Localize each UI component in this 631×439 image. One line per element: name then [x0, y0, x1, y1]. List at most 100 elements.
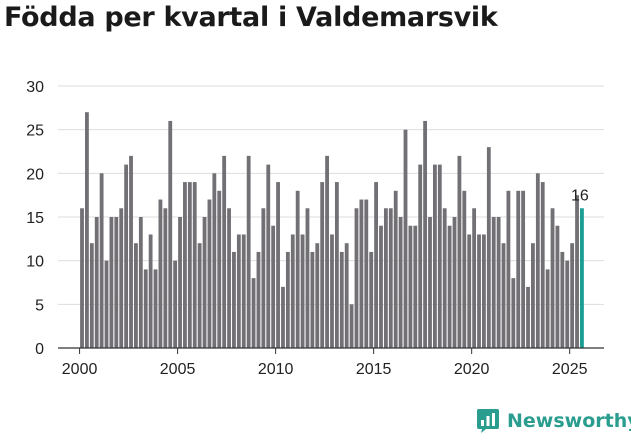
x-axis: 2000 2005 2010 2015 2020 2025 — [58, 347, 604, 378]
bar-2014-q1 — [354, 208, 359, 348]
bar-2013-q3 — [344, 243, 349, 348]
bar-2016-q4 — [408, 225, 413, 348]
bar-2017-q1 — [413, 225, 418, 348]
y-tick-label-20: 20 — [26, 166, 44, 183]
bar-2024-q2 — [555, 225, 560, 348]
bar-2007-q1 — [217, 190, 222, 348]
bar-2009-q3 — [266, 164, 271, 348]
bar-2004-q2 — [163, 208, 168, 348]
bar-2021-q2 — [496, 217, 501, 348]
bar-2002-q3 — [129, 155, 133, 348]
bar-2025-q3 — [580, 208, 584, 348]
bar-2003-q2 — [143, 269, 148, 348]
bar-2018-q2 — [437, 164, 442, 348]
bar-2006-q4 — [212, 173, 217, 348]
bar-2002-q1 — [119, 208, 124, 348]
bar-2005-q1 — [178, 217, 182, 348]
bar-2004-q4 — [173, 260, 178, 348]
bar-2008-q2 — [241, 234, 246, 348]
x-tick-label-2005: 2005 — [160, 361, 196, 378]
bar-2011-q3 — [305, 208, 310, 348]
bar-2021-q1 — [491, 217, 496, 348]
bar-2015-q1 — [374, 182, 378, 348]
x-tick-label-2020: 2020 — [454, 361, 490, 378]
bar-2001-q3 — [109, 217, 114, 348]
bar-2005-q2 — [183, 182, 187, 348]
bar-2023-q3 — [540, 182, 545, 348]
bar-2019-q3 — [462, 190, 467, 348]
y-tick-label-25: 25 — [26, 123, 44, 140]
bar-2018-q4 — [447, 225, 452, 348]
bar-2009-q1 — [256, 251, 261, 348]
y-tick-label-10: 10 — [26, 254, 44, 271]
bar-2010-q4 — [290, 234, 295, 348]
bar-2013-q1 — [334, 182, 339, 348]
bar-2014-q2 — [359, 199, 364, 348]
bar-2003-q4 — [153, 269, 158, 348]
bar-2000-q1 — [80, 208, 84, 348]
bar-2012-q2 — [320, 182, 325, 348]
bar-2017-q4 — [428, 217, 432, 348]
bar-2010-q1 — [276, 182, 280, 348]
bar-2007-q3 — [227, 208, 231, 348]
newsworthy-logo[interactable]: Newsworthy — [476, 407, 631, 435]
bar-2021-q4 — [506, 190, 511, 348]
bar-2003-q3 — [148, 234, 153, 348]
bar-2014-q3 — [364, 199, 369, 348]
bar-2007-q2 — [222, 155, 227, 348]
bar-2020-q4 — [486, 147, 491, 348]
y-tick-label-15: 15 — [26, 210, 44, 227]
bar-2001-q2 — [104, 260, 109, 348]
bar-2002-q4 — [134, 243, 138, 348]
bar-2014-q4 — [369, 251, 374, 348]
y-tick-label-30: 30 — [26, 79, 44, 96]
bar-2015-q3 — [383, 208, 388, 348]
bar-series — [80, 112, 584, 349]
bar-2022-q3 — [521, 190, 526, 348]
bar-2020-q2 — [477, 234, 481, 348]
bar-2000-q2 — [85, 112, 89, 348]
bar-2025-q2 — [575, 195, 579, 348]
bar-2019-q1 — [452, 217, 457, 348]
y-tick-label-5: 5 — [35, 297, 44, 314]
chart-title: Födda per kvartal i Valdemarsvik — [4, 2, 498, 33]
bar-2024-q4 — [565, 260, 570, 348]
bar-2018-q3 — [442, 208, 447, 348]
bar-2004-q1 — [158, 199, 163, 348]
bar-2007-q4 — [232, 251, 236, 348]
bar-2025-q1 — [570, 243, 575, 348]
bar-2006-q1 — [197, 243, 202, 348]
bar-2000-q4 — [94, 217, 99, 348]
bar-2001-q4 — [114, 217, 119, 348]
bar-2010-q2 — [281, 286, 285, 348]
bar-2020-q1 — [472, 208, 477, 348]
newsworthy-logo-text: Newsworthy — [507, 410, 631, 432]
bar-2000-q3 — [89, 243, 94, 348]
bar-2022-q4 — [526, 286, 530, 348]
bar-2004-q3 — [168, 120, 173, 349]
bar-2009-q2 — [261, 208, 266, 348]
bar-2016-q2 — [398, 217, 403, 348]
bar-2008-q3 — [246, 155, 251, 348]
bar-2001-q1 — [99, 173, 104, 348]
bar-2020-q3 — [482, 234, 486, 348]
bar-2012-q3 — [325, 155, 329, 348]
bar-2003-q1 — [138, 217, 143, 348]
bar-2021-q3 — [501, 243, 506, 348]
bar-2015-q4 — [388, 208, 393, 348]
x-tick-label-2000: 2000 — [62, 361, 98, 378]
x-tick-label-2010: 2010 — [258, 361, 294, 378]
bar-2011-q2 — [300, 234, 305, 348]
bar-2023-q4 — [545, 269, 550, 348]
bar-2002-q2 — [124, 164, 129, 348]
bar-2005-q4 — [192, 182, 197, 348]
bar-2016-q3 — [403, 129, 408, 348]
x-tick-label-2015: 2015 — [356, 361, 392, 378]
bar-2016-q1 — [393, 190, 398, 348]
bar-2024-q1 — [550, 208, 555, 348]
bar-2010-q3 — [285, 251, 290, 348]
bar-2022-q1 — [511, 278, 516, 348]
bar-2008-q1 — [236, 234, 241, 348]
newsworthy-logo-icon — [477, 409, 499, 433]
